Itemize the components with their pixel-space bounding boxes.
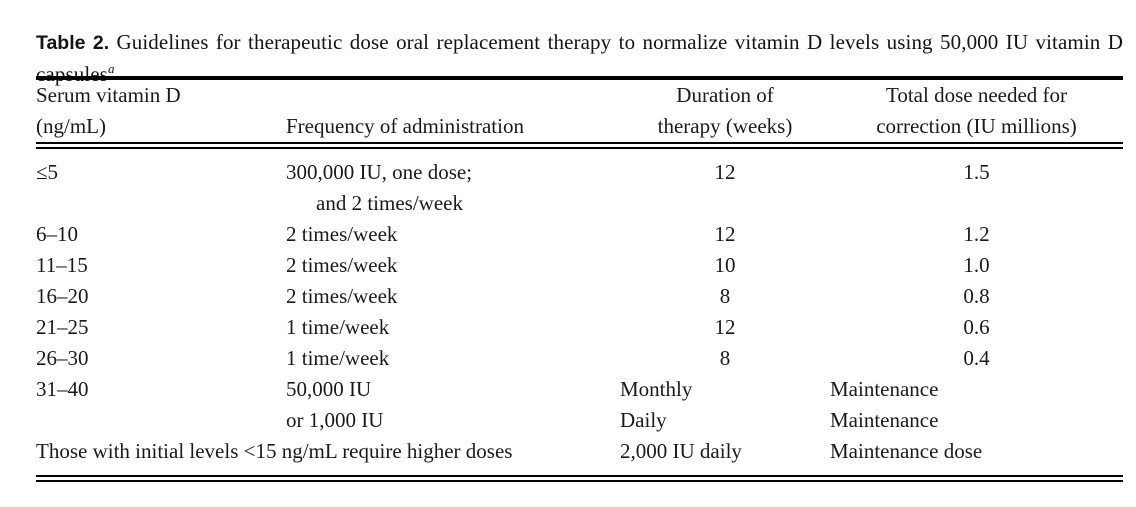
table-row: 11–15 2 times/week 10 1.0	[36, 250, 1123, 281]
table-cell: 1.0	[830, 250, 1123, 281]
table-row: ≤5 300,000 IU, one dose; and 2 times/week 1…	[36, 146, 1123, 220]
cell-line: and 2 times/week	[316, 191, 463, 215]
table-cell: 8	[620, 281, 830, 312]
table-cell: 1 time/week	[286, 343, 620, 374]
table-cell: 12	[620, 146, 830, 220]
cell-line: 300,000 IU, one dose;	[286, 160, 473, 184]
cell-line: Daily	[620, 408, 667, 432]
table-cell: Maintenance dose	[830, 436, 1123, 479]
table-cell: 0.6	[830, 312, 1123, 343]
cell-line: Maintenance dose	[830, 439, 983, 463]
caption-label: Table 2.	[36, 32, 110, 54]
table-row: 21–25 1 time/week 12 0.6	[36, 312, 1123, 343]
cell-line: Maintenance	[830, 408, 939, 432]
table-cell: 12	[620, 219, 830, 250]
table-cell: 16–20	[36, 281, 286, 312]
column-header-4: Total dose needed for correction (IU mill…	[830, 78, 1123, 149]
table-cell: 8	[620, 343, 830, 374]
table-cell: 11–15	[36, 250, 286, 281]
table-row: Those with initial levels <15 ng/mL requ…	[36, 436, 1123, 479]
table-cell: 1 time/week	[286, 312, 620, 343]
header-line: Total dose needed for	[885, 83, 1068, 107]
cell-line: 12	[714, 315, 736, 339]
caption-text: Guidelines for therapeutic dose oral rep…	[36, 30, 1124, 86]
table-cell: 1.2	[830, 219, 1123, 250]
cell-line: 0.8	[963, 284, 990, 308]
table-cell: 1.5	[830, 146, 1123, 220]
cell-line: 2 times/week	[286, 253, 398, 277]
cell-line: 1 time/week	[286, 346, 390, 370]
cell-line: 10	[714, 253, 736, 277]
table-cell: 2 times/week	[286, 281, 620, 312]
table-row: 6–10 2 times/week 12 1.2	[36, 219, 1123, 250]
cell-line: Those with initial levels <15 ng/mL requ…	[36, 439, 513, 463]
table-caption: Table 2. Guidelines for therapeutic dose…	[36, 27, 1123, 90]
cell-line: 16–20	[36, 284, 89, 308]
cell-line: 6–10	[36, 222, 78, 246]
table-row: 31–40 50,000 IU or 1,000 IU Monthly Daily Mai…	[36, 374, 1123, 436]
table-cell: 21–25	[36, 312, 286, 343]
table-cell: 26–30	[36, 343, 286, 374]
column-header-1: Serum vitamin D (ng/mL)	[36, 78, 286, 149]
cell-line: 8	[719, 284, 731, 308]
table-cell: 0.4	[830, 343, 1123, 374]
table-cell: 0.8	[830, 281, 1123, 312]
cell-line: 0.4	[963, 346, 990, 370]
cell-line: or 1,000 IU	[286, 408, 384, 432]
table-head: Serum vitamin D (ng/mL) Frequency of admin…	[36, 78, 1123, 149]
cell-line: 31–40	[36, 377, 89, 401]
cell-line: 0.6	[963, 315, 990, 339]
cell-line: 2,000 IU daily	[620, 439, 742, 463]
cell-line: 2 times/week	[286, 284, 398, 308]
table-cell: 2 times/week	[286, 250, 620, 281]
cell-line: 26–30	[36, 346, 89, 370]
table-row: 16–20 2 times/week 8 0.8	[36, 281, 1123, 312]
table-row: 26–30 1 time/week 8 0.4	[36, 343, 1123, 374]
cell-line: Monthly	[620, 377, 693, 401]
cell-line: 2 times/week	[286, 222, 398, 246]
table-body: ≤5 300,000 IU, one dose; and 2 times/week 1…	[36, 146, 1123, 479]
table-header-row: Serum vitamin D (ng/mL) Frequency of admin…	[36, 78, 1123, 149]
footnote-marker: a	[107, 61, 115, 76]
table-cell: Maintenance Maintenance	[830, 374, 1123, 436]
header-line: Duration of	[676, 83, 774, 107]
table-cell: 50,000 IU or 1,000 IU	[286, 374, 620, 436]
cell-line: 12	[714, 160, 736, 184]
table-cell: ≤5	[36, 146, 286, 220]
table-cell: Those with initial levels <15 ng/mL requ…	[36, 436, 620, 479]
cell-line: 21–25	[36, 315, 89, 339]
table-cell: 31–40	[36, 374, 286, 436]
header-line: Frequency of administration	[286, 114, 524, 138]
header-line: therapy (weeks)	[657, 114, 793, 138]
header-line: Serum vitamin D	[36, 83, 181, 107]
table-cell: 2 times/week	[286, 219, 620, 250]
table-cell: 2,000 IU daily	[620, 436, 830, 479]
cell-line: 50,000 IU	[286, 377, 372, 401]
header-line: correction (IU millions)	[876, 114, 1077, 138]
table-cell: 10	[620, 250, 830, 281]
cell-line: ≤5	[36, 160, 59, 184]
cell-line: 11–15	[36, 253, 88, 277]
cell-line: 1.5	[963, 160, 990, 184]
column-header-2: Frequency of administration	[286, 78, 620, 149]
cell-line: Maintenance	[830, 377, 939, 401]
cell-line: 12	[714, 222, 736, 246]
table-cell: 12	[620, 312, 830, 343]
cell-line: 1 time/week	[286, 315, 390, 339]
cell-line: 1.2	[963, 222, 990, 246]
header-line: (ng/mL)	[36, 114, 106, 138]
guidelines-table: Serum vitamin D (ng/mL) Frequency of admin…	[36, 76, 1123, 482]
column-header-3: Duration of therapy (weeks)	[620, 78, 830, 149]
cell-line: 8	[719, 346, 731, 370]
table-cell: Monthly Daily	[620, 374, 830, 436]
table-cell: 300,000 IU, one dose; and 2 times/week	[286, 146, 620, 220]
cell-line: 1.0	[963, 253, 990, 277]
table-cell: 6–10	[36, 219, 286, 250]
